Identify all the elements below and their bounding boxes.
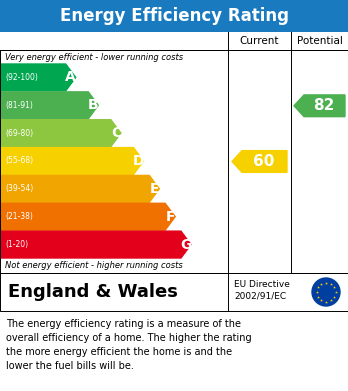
- Text: B: B: [88, 98, 98, 112]
- Text: Current: Current: [240, 36, 279, 46]
- Text: F: F: [165, 210, 175, 224]
- Polygon shape: [1, 231, 191, 258]
- Polygon shape: [232, 151, 287, 172]
- Text: (39-54): (39-54): [5, 185, 33, 194]
- Circle shape: [312, 278, 340, 306]
- Polygon shape: [1, 64, 76, 91]
- Text: Energy Efficiency Rating: Energy Efficiency Rating: [60, 7, 288, 25]
- Polygon shape: [1, 120, 121, 147]
- Text: Very energy efficient - lower running costs: Very energy efficient - lower running co…: [5, 54, 183, 63]
- Text: Not energy efficient - higher running costs: Not energy efficient - higher running co…: [5, 262, 183, 271]
- Polygon shape: [1, 147, 143, 174]
- Text: The energy efficiency rating is a measure of the
overall efficiency of a home. T: The energy efficiency rating is a measur…: [6, 319, 252, 371]
- Text: (21-38): (21-38): [5, 212, 33, 221]
- Text: A: A: [65, 70, 76, 84]
- Text: 60: 60: [253, 154, 274, 169]
- Polygon shape: [1, 203, 175, 230]
- Text: (1-20): (1-20): [5, 240, 28, 249]
- Text: G: G: [180, 238, 192, 251]
- Polygon shape: [1, 176, 159, 202]
- Bar: [0, 0, 348, 32]
- Text: England & Wales: England & Wales: [8, 283, 178, 301]
- Polygon shape: [294, 95, 345, 117]
- Text: E: E: [150, 182, 159, 196]
- Text: 82: 82: [313, 98, 334, 113]
- Text: EU Directive
2002/91/EC: EU Directive 2002/91/EC: [234, 280, 290, 300]
- Text: (55-68): (55-68): [5, 156, 33, 165]
- Text: (69-80): (69-80): [5, 129, 33, 138]
- Text: D: D: [133, 154, 144, 168]
- Polygon shape: [1, 92, 98, 119]
- Bar: [0, 273, 348, 311]
- Bar: [0, 50, 348, 273]
- Text: (81-91): (81-91): [5, 101, 33, 110]
- Text: C: C: [111, 126, 121, 140]
- Text: (92-100): (92-100): [5, 73, 38, 82]
- Text: Potential: Potential: [296, 36, 342, 46]
